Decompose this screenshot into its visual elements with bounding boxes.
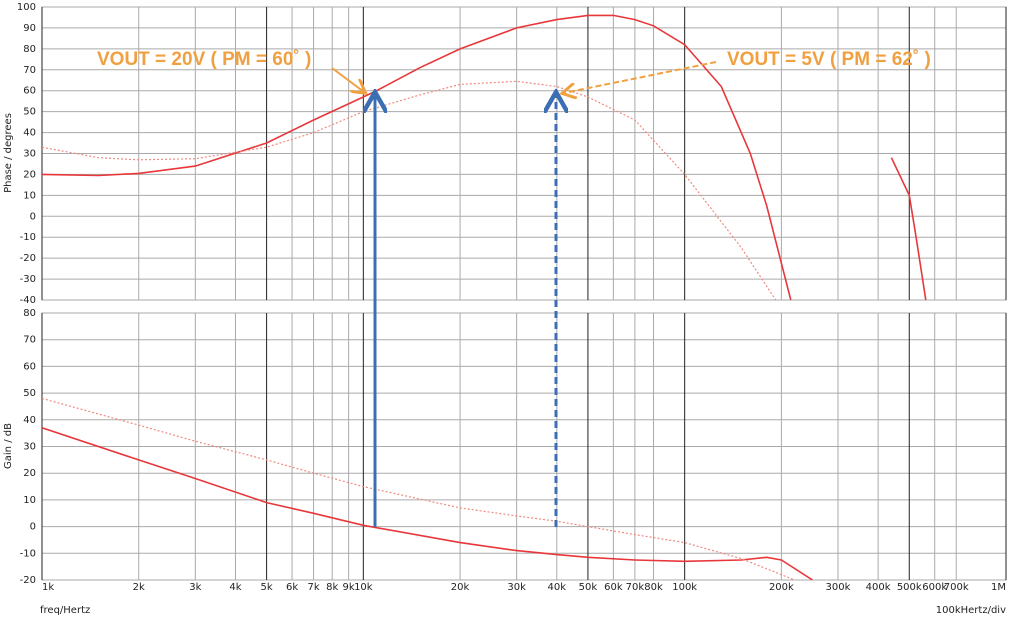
y-tick-label: 0 bbox=[30, 211, 36, 222]
series-line bbox=[42, 397, 795, 580]
plot-lines bbox=[42, 14, 927, 580]
x-tick-label: 10k bbox=[354, 582, 373, 593]
y-tick-label: 30 bbox=[23, 149, 36, 160]
x-tick-label: 30k bbox=[507, 582, 526, 593]
y-tick-label: -20 bbox=[20, 253, 36, 264]
annotation: VOUT = 5V ( PM = 62˚ ) bbox=[727, 49, 931, 70]
x-tick-label: 300k bbox=[826, 582, 851, 593]
x-tick-label: 600k bbox=[922, 582, 947, 593]
x-tick-label: 3k bbox=[189, 582, 201, 593]
x-tick-label: 500k bbox=[897, 582, 922, 593]
y-tick-label: 40 bbox=[23, 128, 36, 139]
x-tick-label: 60k bbox=[604, 582, 623, 593]
y-tick-label: 50 bbox=[23, 107, 36, 118]
x-tick-label: 4k bbox=[229, 582, 241, 593]
x-tick-label: 9k bbox=[343, 582, 355, 593]
y-tick-label: 0 bbox=[30, 522, 36, 533]
callout-arrow-5v bbox=[564, 61, 717, 93]
x-tick-label: 5k bbox=[261, 582, 273, 593]
series-line bbox=[42, 427, 813, 580]
series-line bbox=[42, 80, 777, 300]
y-tick-label: 50 bbox=[23, 388, 36, 399]
x-axis-label: freq/Hertz bbox=[40, 605, 90, 616]
x-tick-label: 700k bbox=[944, 582, 969, 593]
x-tick-label: 400k bbox=[866, 582, 891, 593]
y-tick-label: 40 bbox=[23, 415, 36, 426]
x-tick-label: 1M bbox=[991, 582, 1006, 593]
annotation: VOUT = 20V ( PM = 60˚ ) bbox=[97, 49, 311, 70]
x-tick-label: 80k bbox=[644, 582, 663, 593]
y-tick-label: -30 bbox=[20, 274, 36, 285]
y-tick-label: -20 bbox=[20, 575, 36, 586]
y-tick-label: 70 bbox=[23, 65, 36, 76]
x-tick-label: 100k bbox=[672, 582, 697, 593]
x-tick-label: 1k bbox=[42, 582, 54, 593]
x-tick-label: 50k bbox=[579, 582, 598, 593]
y-tick-label: 90 bbox=[23, 23, 36, 34]
x-tick-label: 20k bbox=[451, 582, 470, 593]
y-tick-label: 20 bbox=[23, 169, 36, 180]
x-tick-label: 2k bbox=[133, 582, 145, 593]
x-tick-label: 8k bbox=[326, 582, 338, 593]
x-tick-label: 70k bbox=[626, 582, 645, 593]
x-scale-note: 100kHertz/div bbox=[936, 605, 1006, 616]
y-tick-label: -10 bbox=[20, 548, 36, 559]
grid: -40-30-20-100102030405060708090100-20-10… bbox=[17, 2, 1007, 593]
y-tick-label: 70 bbox=[23, 335, 36, 346]
y-tick-label: 60 bbox=[23, 86, 36, 97]
x-tick-label: 7k bbox=[307, 582, 319, 593]
y-tick-label: -40 bbox=[20, 295, 36, 306]
y-tick-label: 60 bbox=[23, 361, 36, 372]
y-tick-label: 10 bbox=[23, 495, 36, 506]
x-tick-label: 200k bbox=[769, 582, 794, 593]
y-tick-label: -10 bbox=[20, 232, 36, 243]
y-axis-label: Gain / dB bbox=[3, 423, 14, 469]
x-tick-label: 6k bbox=[286, 582, 298, 593]
series-line bbox=[42, 14, 927, 300]
x-tick-label: 40k bbox=[548, 582, 567, 593]
y-tick-label: 20 bbox=[23, 468, 36, 479]
y-tick-label: 80 bbox=[23, 308, 36, 319]
callout-arrow-20v bbox=[331, 67, 364, 92]
y-tick-label: 80 bbox=[23, 44, 36, 55]
y-tick-label: 100 bbox=[17, 2, 36, 13]
annotations: VOUT = 20V ( PM = 60˚ ) VOUT = 5V ( PM =… bbox=[97, 49, 931, 527]
y-tick-label: 10 bbox=[23, 190, 36, 201]
y-tick-label: 30 bbox=[23, 442, 36, 453]
y-axis-label: Phase / degrees bbox=[3, 113, 14, 193]
